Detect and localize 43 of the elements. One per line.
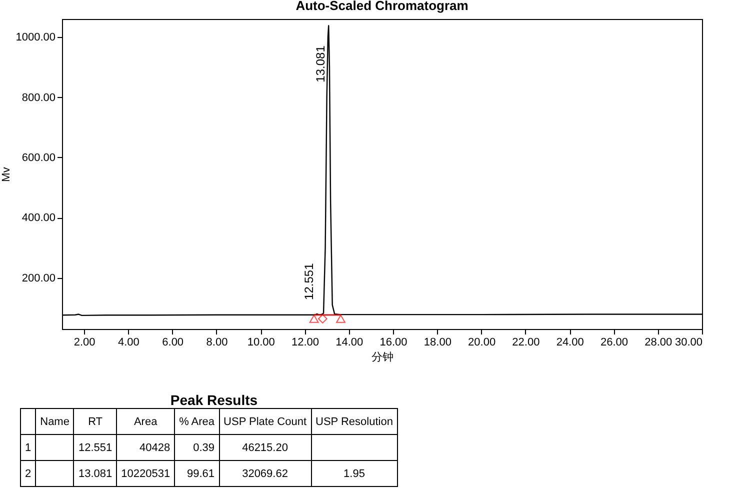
annotation: 12.551: [302, 262, 316, 300]
text: 2: [25, 468, 32, 480]
x-tick-label: 2.00: [74, 336, 96, 348]
text: 46215.20: [242, 442, 288, 454]
y-tick-label: 400.00: [22, 212, 56, 224]
x-tick-label: 18.00: [424, 336, 452, 348]
x-tick-label: 12.00: [291, 336, 320, 348]
text: 13.081: [78, 468, 112, 480]
y-tick-label: 600.00: [22, 152, 56, 164]
x-tick-label: 4.00: [118, 336, 140, 348]
y-tick-label: 200.00: [22, 272, 56, 284]
category-label: Area: [116, 408, 175, 434]
text: 0.39: [193, 442, 215, 454]
x-tick-label: 28.00: [644, 336, 672, 348]
text: 1: [25, 442, 32, 454]
category-label: RT: [74, 408, 117, 434]
text: Peak Results: [169, 392, 259, 408]
annotation: 13.081: [314, 45, 328, 82]
x-tick-label: 14.00: [336, 336, 364, 348]
x-tick-label: 6.00: [162, 336, 184, 348]
x-tick-label: 16.00: [380, 336, 408, 348]
y-tick-label: 800.00: [22, 92, 56, 104]
x-tick-label: 22.00: [512, 336, 540, 348]
category-label: Name: [36, 408, 74, 434]
text: 10220531: [121, 468, 170, 480]
text: 12.551: [78, 442, 112, 454]
text: 32069.62: [242, 468, 288, 480]
text: 1.95: [344, 468, 365, 480]
x-tick-label: 20.00: [468, 336, 496, 348]
x-tick-label: 10.00: [247, 336, 275, 348]
x-tick-label: 26.00: [600, 336, 628, 348]
x-tick-label: 24.00: [556, 336, 584, 348]
category-label: USP Plate Count: [219, 408, 312, 434]
x-tick-label: 8.00: [206, 336, 228, 348]
text: 99.61: [187, 468, 215, 480]
x-tick-label: 30.00: [674, 336, 702, 348]
category-label: USP Resolution: [311, 408, 398, 434]
x-axis-title: 分钟: [372, 352, 394, 364]
y-axis-title: Mv: [0, 166, 13, 182]
y-tick-label: 1000.00: [16, 32, 56, 44]
chart-title: Auto-Scaled Chromatogram: [296, 0, 468, 13]
category-label: % Area: [174, 408, 220, 434]
text: 40428: [139, 442, 170, 454]
